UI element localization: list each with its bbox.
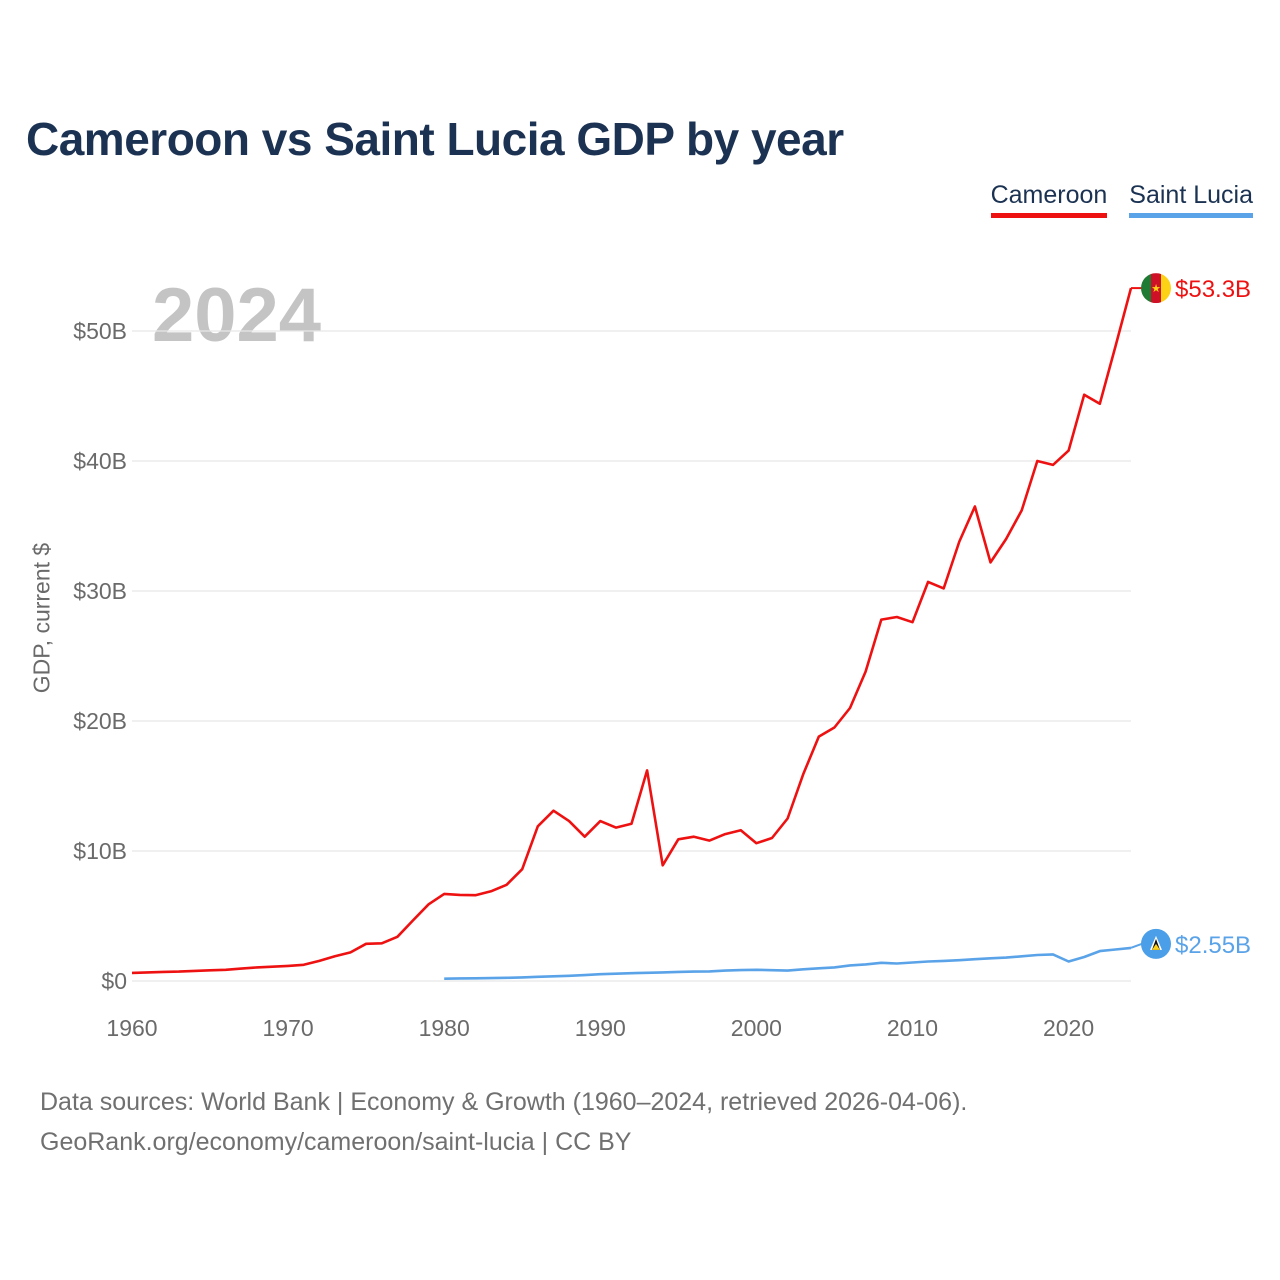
y-tick-label: $10B — [73, 838, 127, 864]
end-connector-saint-lucia — [1130, 942, 1143, 949]
svg-text:★: ★ — [1151, 282, 1161, 295]
x-tick-label: 2010 — [887, 1015, 938, 1041]
data-sources-text: Data sources: World Bank | Economy & Gro… — [40, 1088, 968, 1116]
series-layer — [131, 287, 1133, 980]
grid-layer — [132, 330, 1131, 982]
saint-lucia-flag-icon — [1141, 928, 1171, 959]
x-tick-label: 2000 — [731, 1015, 782, 1041]
x-tick-label: 1960 — [106, 1015, 157, 1041]
y-tick-label: $20B — [73, 708, 127, 734]
x-tick-label: 1990 — [575, 1015, 626, 1041]
legend-item-cameroon[interactable]: Cameroon — [990, 180, 1108, 218]
y-tick-label: $0 — [101, 968, 127, 994]
legend: Cameroon Saint Lucia — [990, 180, 1253, 218]
end-value-label-saint-lucia: $2.55B — [1175, 932, 1251, 959]
end-value-label-cameroon: $53.3B — [1175, 276, 1251, 303]
footer: Data sources: World Bank | Economy & Gro… — [40, 1082, 967, 1162]
legend-item-saint-lucia[interactable]: Saint Lucia — [1129, 180, 1253, 218]
y-tick-label: $40B — [73, 448, 127, 474]
y-tick-label: $30B — [73, 578, 127, 604]
x-tick-label: 1980 — [419, 1015, 470, 1041]
cameroon-flag-icon: ★ — [1141, 273, 1171, 304]
end-label-layer: ★ $53.3B $2.55B — [1130, 273, 1251, 959]
x-tick-label: 1970 — [263, 1015, 314, 1041]
tick-layer: $0 $10B $20B $30B $40B $50B 1960 1970 1980 1990 20… — [73, 318, 1094, 1041]
chart-title: Cameroon vs Saint Lucia GDP by year — [26, 113, 844, 165]
attribution-link[interactable]: GeoRank.org/economy/cameroon/saint-lucia… — [40, 1128, 632, 1156]
series-line-saint-lucia[interactable] — [444, 946, 1132, 980]
y-tick-label: $50B — [73, 318, 127, 344]
year-watermark: 2024 — [152, 273, 322, 358]
series-line-cameroon[interactable] — [131, 287, 1133, 975]
x-tick-label: 2020 — [1043, 1015, 1094, 1041]
